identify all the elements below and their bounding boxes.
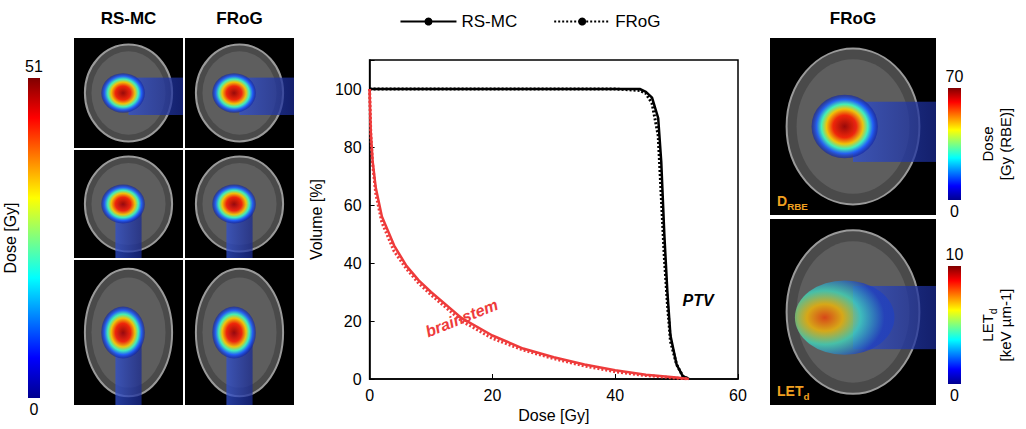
svg-text:PTV: PTV bbox=[683, 292, 715, 309]
svg-text:20: 20 bbox=[483, 387, 501, 404]
svg-text:40: 40 bbox=[606, 387, 624, 404]
svg-text:60: 60 bbox=[344, 197, 362, 214]
svg-text:Volume [%]: Volume [%] bbox=[308, 179, 325, 260]
svg-text:LETd: LETd bbox=[777, 383, 809, 402]
svg-text:Dose [Gy]: Dose [Gy] bbox=[2, 202, 19, 273]
svg-text:0: 0 bbox=[950, 203, 959, 220]
svg-text:0: 0 bbox=[950, 387, 959, 404]
svg-text:FRoG: FRoG bbox=[830, 9, 876, 28]
svg-text:40: 40 bbox=[344, 255, 362, 272]
svg-text:DRBE: DRBE bbox=[777, 193, 808, 212]
svg-text:Dose [Gy]: Dose [Gy] bbox=[518, 407, 589, 424]
svg-text:RS-MC: RS-MC bbox=[461, 12, 517, 31]
svg-text:51: 51 bbox=[25, 58, 43, 75]
svg-text:FRoG: FRoG bbox=[615, 12, 660, 31]
svg-text:brainstem: brainstem bbox=[423, 296, 500, 340]
svg-text:0: 0 bbox=[353, 371, 362, 388]
svg-text:60: 60 bbox=[729, 387, 747, 404]
svg-text:0: 0 bbox=[365, 387, 374, 404]
svg-text:RS-MC: RS-MC bbox=[101, 9, 157, 28]
svg-text:0: 0 bbox=[30, 401, 39, 418]
svg-text:FRoG: FRoG bbox=[216, 9, 262, 28]
svg-text:[keV µm-1]: [keV µm-1] bbox=[997, 289, 1014, 362]
svg-text:70: 70 bbox=[946, 68, 964, 85]
svg-text:LETd: LETd bbox=[979, 308, 999, 342]
svg-text:Dose: Dose bbox=[979, 126, 996, 161]
svg-text:20: 20 bbox=[344, 313, 362, 330]
svg-text:[Gy (RBE)]: [Gy (RBE)] bbox=[997, 108, 1014, 181]
svg-text:10: 10 bbox=[946, 246, 964, 263]
svg-text:100: 100 bbox=[335, 81, 362, 98]
svg-text:80: 80 bbox=[344, 139, 362, 156]
